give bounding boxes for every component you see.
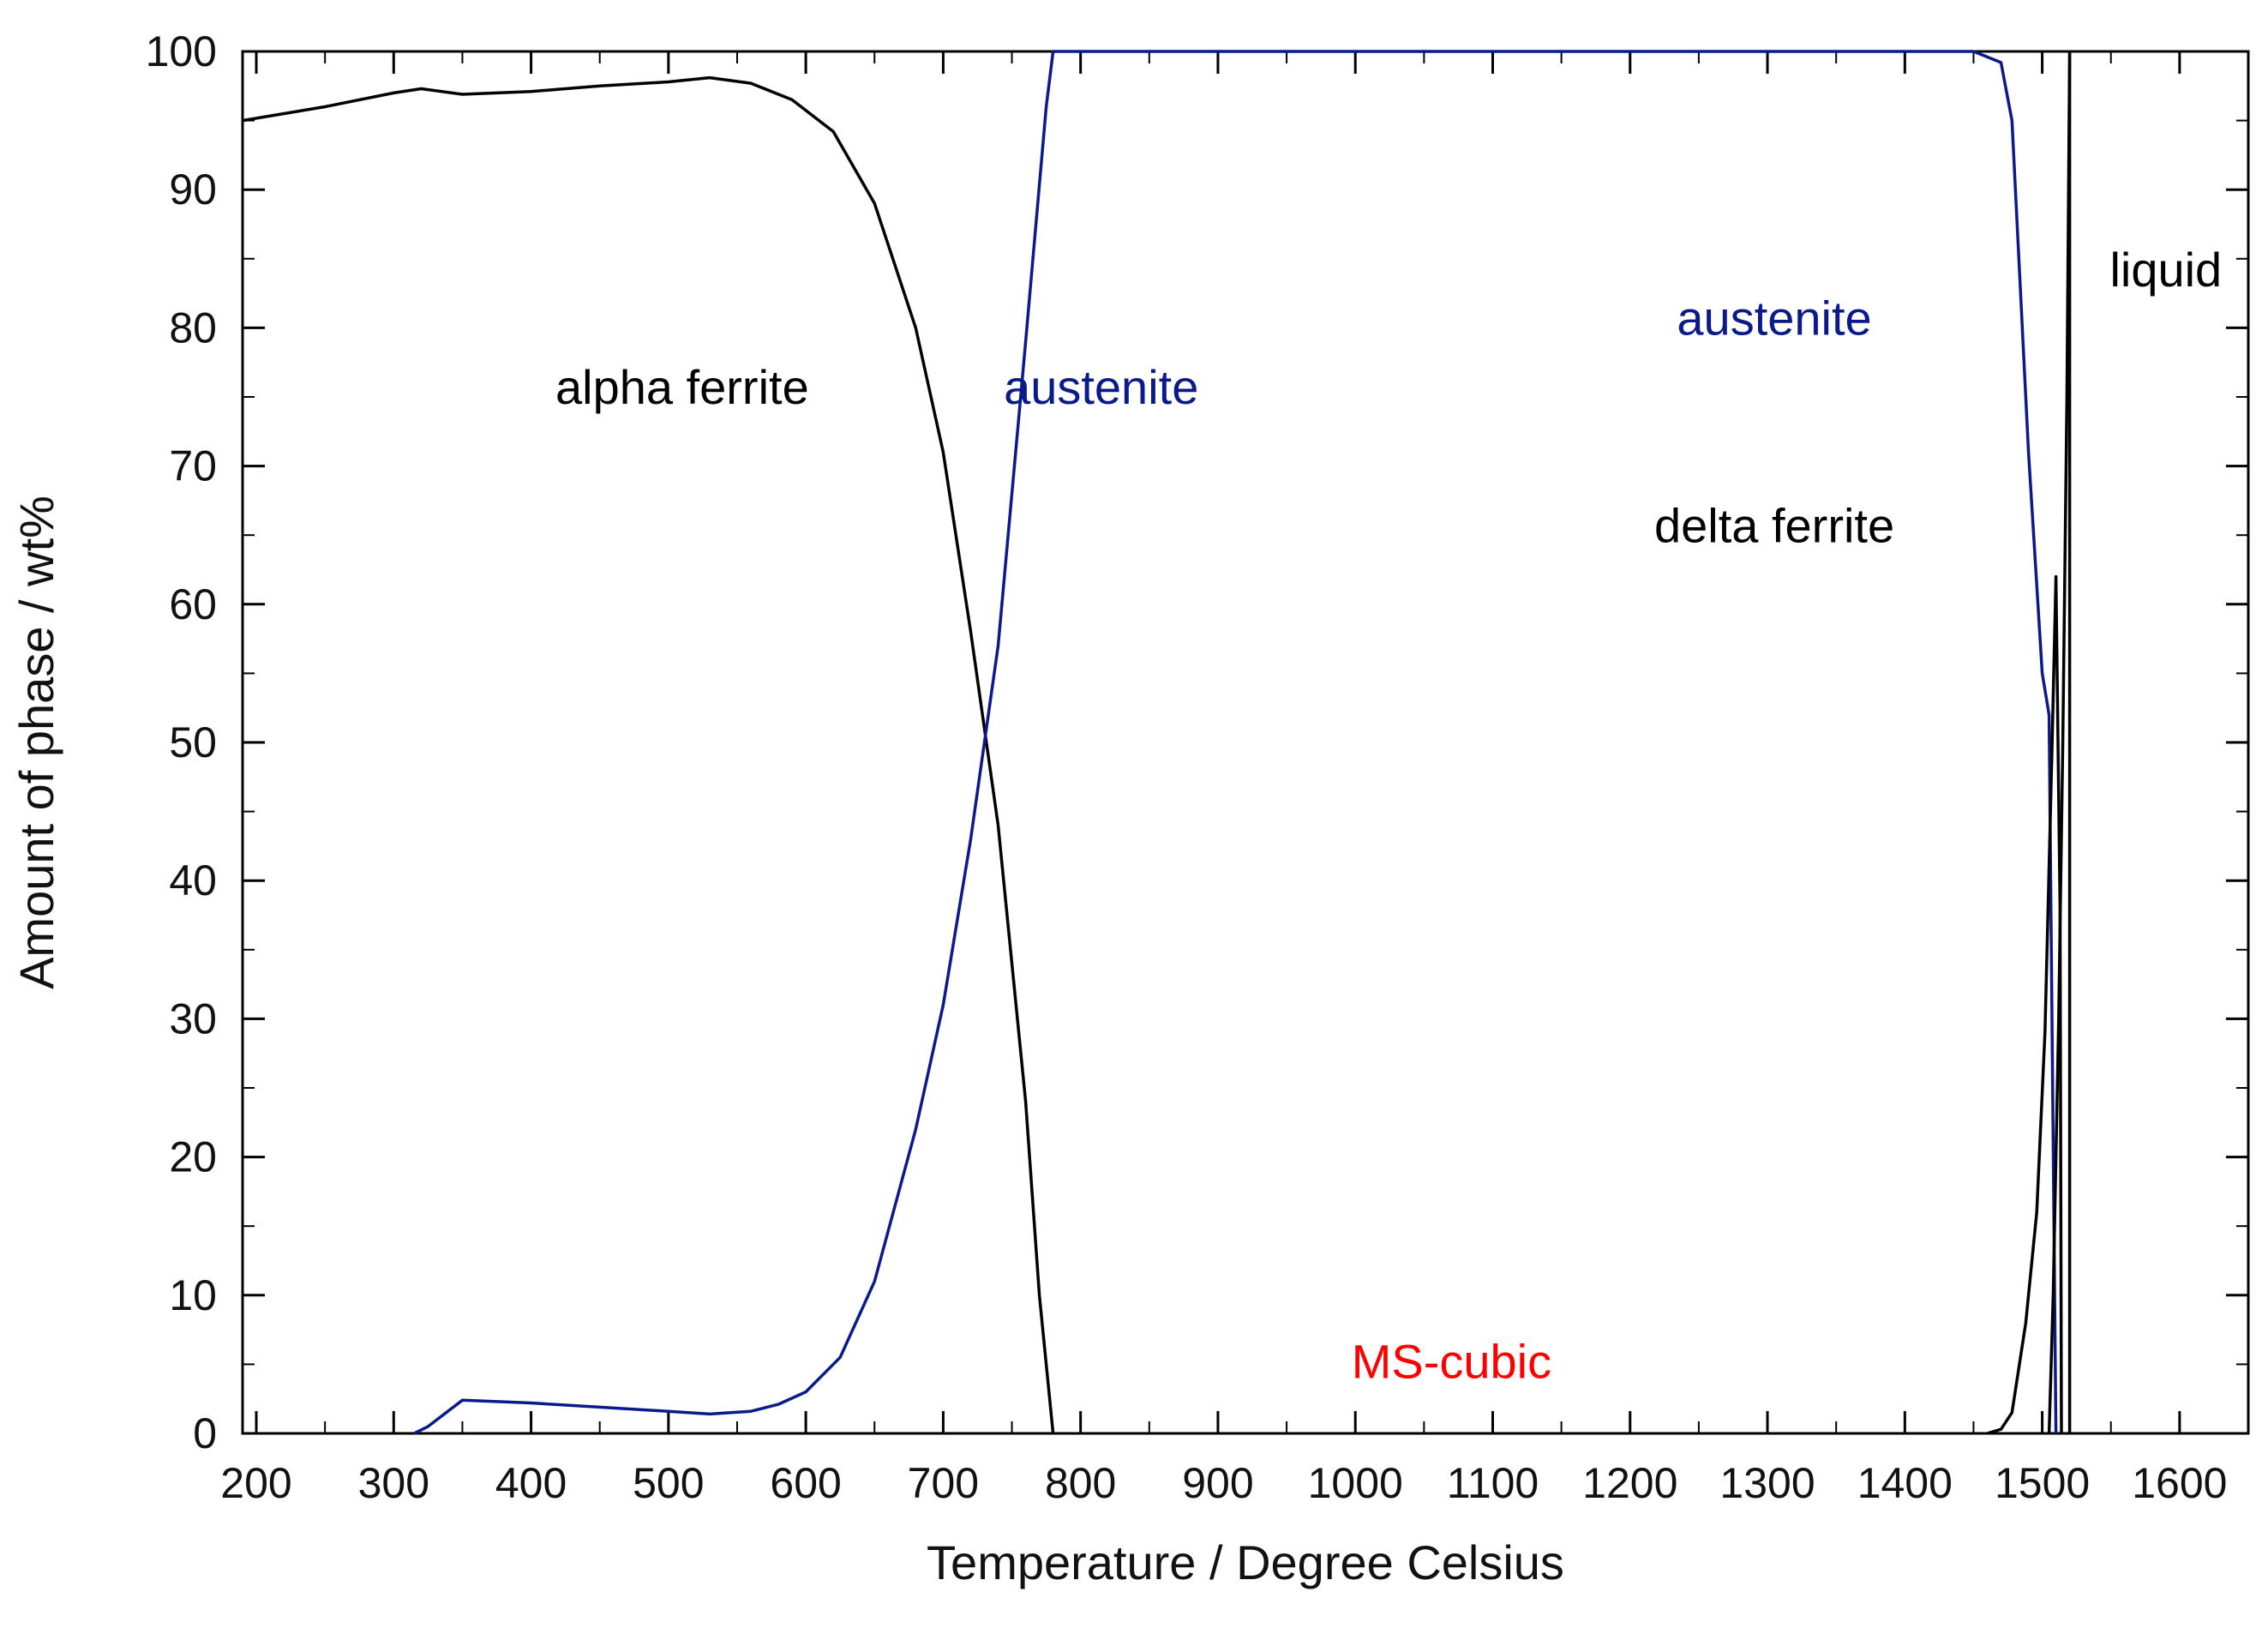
y-tick-label: 50 <box>169 718 217 766</box>
x-tick-label: 1400 <box>1857 1459 1953 1507</box>
series-line-1 <box>242 75 1055 1434</box>
y-tick-label: 70 <box>169 442 217 490</box>
x-tick-label: 1000 <box>1308 1459 1403 1507</box>
x-tick-label: 700 <box>908 1459 979 1507</box>
y-tick-label: 100 <box>146 27 217 75</box>
x-tick-label: 900 <box>1182 1459 1253 1507</box>
y-tick-label: 10 <box>169 1271 217 1319</box>
annotation-label: liquid <box>2109 243 2222 297</box>
y-tick-label: 0 <box>193 1409 217 1457</box>
y-tick-label: 80 <box>169 303 217 351</box>
y-tick-label: 30 <box>169 994 217 1042</box>
series-group <box>242 50 2072 1435</box>
x-tick-label: 1500 <box>1995 1459 2090 1507</box>
x-tick-label: 500 <box>633 1459 704 1507</box>
x-tick-label: 400 <box>495 1459 567 1507</box>
x-tick-label: 1600 <box>2132 1459 2227 1507</box>
x-axis-ticks: 200 300 400 500 600 700 800 900 1000 1100 1200 1300… <box>220 51 2227 1507</box>
y-tick-label: 90 <box>169 165 217 213</box>
x-tick-label: 1300 <box>1719 1459 1815 1507</box>
annotation-label: austenite <box>1004 360 1198 414</box>
series-line-3 <box>1986 574 2063 1435</box>
plot-area-frame <box>241 50 2250 1435</box>
series-line-2 <box>413 50 2058 1435</box>
y-tick-label: 60 <box>169 580 217 628</box>
annotation-label: austenite <box>1677 291 1871 345</box>
annotation-label: delta ferrite <box>1654 498 1894 552</box>
y-tick-label: 20 <box>169 1133 217 1181</box>
y-axis-title: Amount of phase / wt% <box>9 496 63 989</box>
y-tick-label: 40 <box>169 856 217 904</box>
x-axis-title: Temperature / Degree Celsius <box>927 1535 1564 1589</box>
annotations-group: alpha ferrite austenite austenite liquid del… <box>555 243 2222 1388</box>
x-tick-label: 600 <box>770 1459 841 1507</box>
x-tick-label: 800 <box>1045 1459 1116 1507</box>
series-line-4 <box>2047 51 2072 1434</box>
x-tick-label: 200 <box>220 1459 291 1507</box>
y-axis-ticks: 0 10 20 30 40 50 60 70 80 90 100 <box>146 27 2248 1457</box>
annotation-label: MS-cubic <box>1352 1335 1551 1389</box>
annotation-label: alpha ferrite <box>555 360 809 414</box>
x-tick-label: 1100 <box>1447 1459 1539 1507</box>
x-tick-label: 300 <box>358 1459 429 1507</box>
x-tick-label: 1200 <box>1582 1459 1677 1507</box>
